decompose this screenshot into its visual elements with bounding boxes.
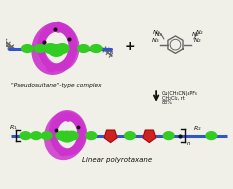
Ellipse shape bbox=[66, 131, 78, 140]
Text: $N_3$: $N_3$ bbox=[154, 30, 164, 40]
Ellipse shape bbox=[55, 22, 62, 32]
Ellipse shape bbox=[56, 131, 69, 140]
Ellipse shape bbox=[20, 132, 31, 139]
Ellipse shape bbox=[125, 132, 135, 139]
Text: $N_2$: $N_2$ bbox=[195, 28, 204, 36]
Text: $N_2$: $N_2$ bbox=[191, 30, 200, 40]
Polygon shape bbox=[143, 130, 156, 143]
Text: $N_2$: $N_2$ bbox=[193, 36, 202, 45]
Ellipse shape bbox=[59, 149, 68, 156]
Ellipse shape bbox=[22, 45, 33, 52]
Text: $R_2$: $R_2$ bbox=[193, 124, 202, 133]
Text: $R_1$: $R_1$ bbox=[9, 123, 18, 132]
Ellipse shape bbox=[60, 131, 74, 142]
Text: $N_3$: $N_3$ bbox=[152, 28, 161, 36]
Ellipse shape bbox=[34, 45, 46, 52]
Text: CH₂Cl₂, rt: CH₂Cl₂, rt bbox=[162, 95, 185, 100]
Ellipse shape bbox=[47, 64, 56, 72]
Ellipse shape bbox=[65, 113, 72, 121]
Ellipse shape bbox=[206, 132, 217, 139]
Text: 83%: 83% bbox=[162, 100, 173, 105]
Text: $N_3$: $N_3$ bbox=[151, 36, 160, 45]
Ellipse shape bbox=[44, 44, 57, 53]
Ellipse shape bbox=[41, 132, 52, 139]
Ellipse shape bbox=[49, 45, 64, 56]
Ellipse shape bbox=[78, 45, 89, 52]
Ellipse shape bbox=[163, 132, 174, 139]
Ellipse shape bbox=[55, 44, 69, 53]
Text: Cu(CH₃CN)₄PF₆: Cu(CH₃CN)₄PF₆ bbox=[162, 91, 198, 96]
Text: "Pseudosuitane"-type complex: "Pseudosuitane"-type complex bbox=[11, 83, 102, 88]
Text: $n$: $n$ bbox=[186, 140, 191, 147]
Text: Linear polyrotaxane: Linear polyrotaxane bbox=[82, 157, 152, 163]
Text: +: + bbox=[125, 40, 135, 53]
Ellipse shape bbox=[90, 45, 102, 52]
Polygon shape bbox=[104, 130, 117, 143]
Ellipse shape bbox=[31, 132, 41, 139]
Ellipse shape bbox=[86, 132, 97, 139]
